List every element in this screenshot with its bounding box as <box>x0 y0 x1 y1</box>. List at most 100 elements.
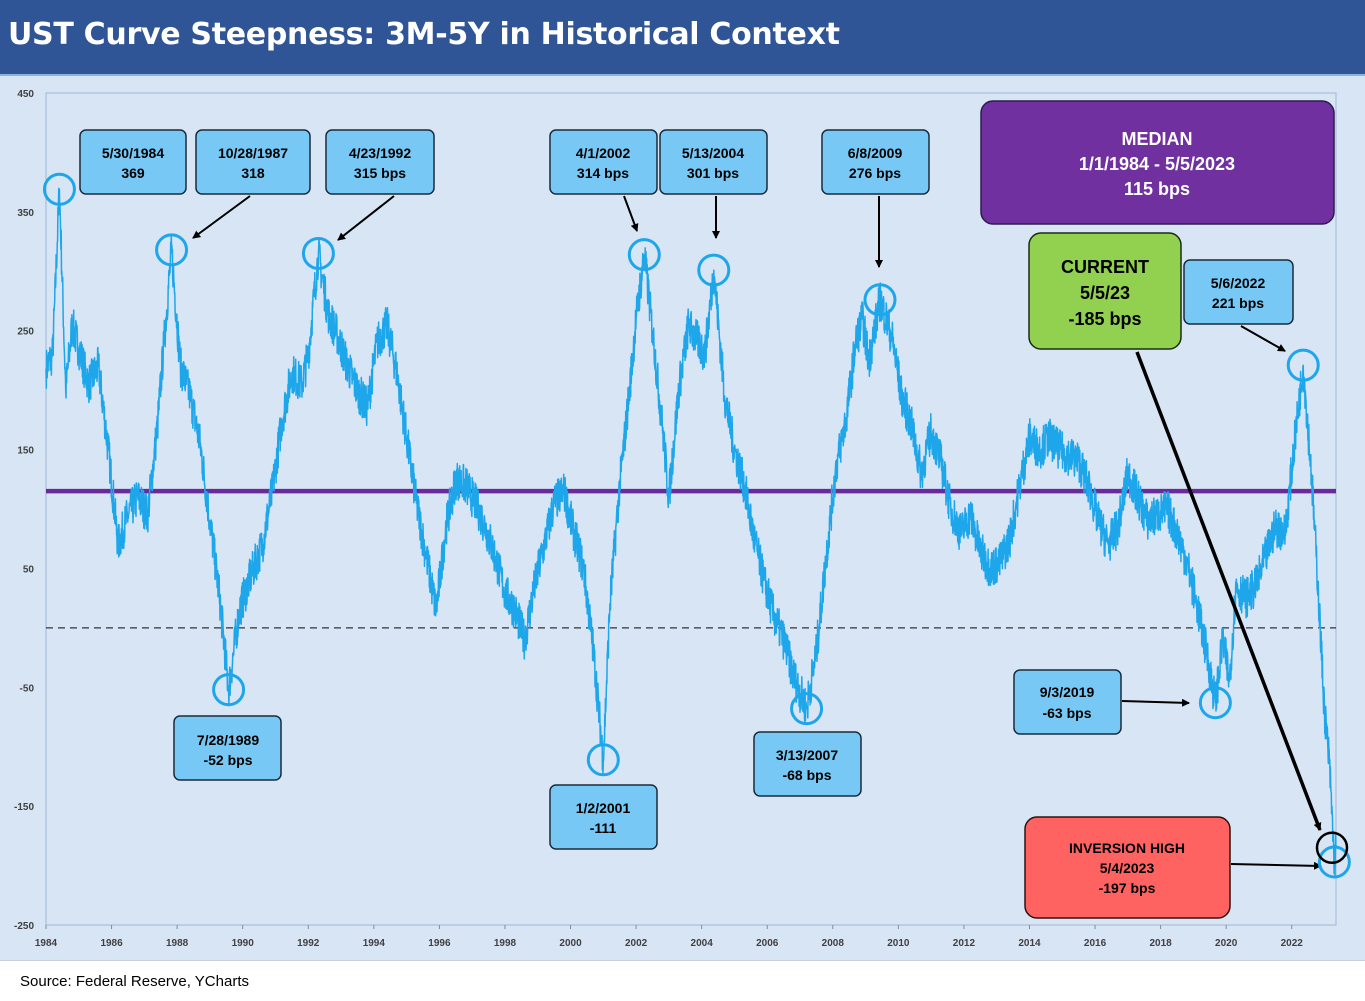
inversion-box-line1: INVERSION HIGH <box>1069 840 1185 856</box>
source-text: Source: Federal Reserve, YCharts <box>20 973 249 990</box>
callout-1987-date: 10/28/1987 <box>218 145 288 161</box>
median-box-line3: 115 bps <box>1124 179 1190 199</box>
callout-2007: 3/13/2007 -68 bps <box>753 731 862 797</box>
callout-2009-value: 276 bps <box>849 165 901 181</box>
y-tick-label: -250 <box>14 921 34 932</box>
chart-title: UST Curve Steepness: 3M-5Y in Historical… <box>8 17 840 52</box>
highlight-marker <box>155 233 189 267</box>
callout-1987: 10/28/1987 318 <box>195 129 311 195</box>
highlight-marker <box>1286 348 1320 382</box>
current-box-line1: CURRENT <box>1061 257 1149 277</box>
highlight-marker <box>42 172 76 206</box>
median-box: MEDIAN 1/1/1984 - 5/5/2023 115 bps <box>980 100 1335 225</box>
current-marker <box>1315 831 1349 864</box>
callout-2007-date: 3/13/2007 <box>776 747 838 763</box>
callout-1989-value: -52 bps <box>203 752 252 768</box>
y-tick-label: 350 <box>17 208 34 219</box>
callout-1992: 4/23/1992 315 bps <box>325 129 435 195</box>
series-line <box>45 187 1337 876</box>
reference-lines <box>46 488 1336 629</box>
callout-1992-date: 4/23/1992 <box>349 145 411 161</box>
source-bar: Source: Federal Reserve, YCharts <box>0 960 1365 1001</box>
callout-2004-date: 5/13/2004 <box>682 145 744 161</box>
highlight-marker <box>1198 686 1232 720</box>
x-tick-label: 2016 <box>1084 938 1107 949</box>
x-tick-label: 2000 <box>559 938 582 949</box>
x-tick-label: 2006 <box>756 938 779 949</box>
y-tick-label: 150 <box>17 446 34 457</box>
callout-2001: 1/2/2001 -111 <box>549 784 658 850</box>
inversion-box-line2: 5/4/2023 <box>1100 860 1155 876</box>
x-tick-label: 2008 <box>822 938 845 949</box>
x-tick-label: 2018 <box>1149 938 1172 949</box>
arrow-inversion <box>1230 861 1322 870</box>
highlight-marker <box>790 692 824 726</box>
x-tick-label: 1998 <box>494 938 517 949</box>
callouts: 5/30/1984 369 10/28/1987 318 4/23/1992 3… <box>79 100 1335 919</box>
y-tick-label: 50 <box>23 564 35 575</box>
y-tick-label: 450 <box>17 89 34 100</box>
arrow-2022 <box>1240 325 1286 352</box>
arrow-current <box>1135 351 1322 831</box>
x-tick-label: 1986 <box>100 938 123 949</box>
arrows <box>192 195 1322 870</box>
callout-2002: 4/1/2002 314 bps <box>549 129 658 195</box>
highlight-marker <box>627 238 661 272</box>
callout-2022-value: 221 bps <box>1212 295 1264 311</box>
y-tick-label: 250 <box>17 327 34 338</box>
x-tick-label: 1996 <box>428 938 451 949</box>
callout-2022-date: 5/6/2022 <box>1211 275 1266 291</box>
x-tick-label: 1992 <box>297 938 320 949</box>
callout-2001-value: -111 <box>590 820 617 836</box>
arrow-1987 <box>192 195 251 239</box>
callout-2009-date: 6/8/2009 <box>848 145 903 161</box>
y-tick-label: -150 <box>14 802 34 813</box>
callout-2002-date: 4/1/2002 <box>576 145 631 161</box>
arrow-2019 <box>1121 698 1190 707</box>
current-box-line3: -185 bps <box>1068 309 1141 329</box>
arrow-2002 <box>623 195 639 232</box>
highlight-marker <box>586 743 620 777</box>
x-tick-label: 1994 <box>363 938 386 949</box>
markers <box>42 172 1351 879</box>
callout-1984-value: 369 <box>121 165 145 181</box>
callout-1984: 5/30/1984 369 <box>79 129 187 195</box>
callout-1984-date: 5/30/1984 <box>102 145 164 161</box>
current-box: CURRENT 5/5/23 -185 bps <box>1028 232 1182 350</box>
x-tick-label: 2020 <box>1215 938 1238 949</box>
callout-2019: 9/3/2019 -63 bps <box>1013 669 1122 735</box>
title-bar: UST Curve Steepness: 3M-5Y in Historical… <box>0 0 1365 76</box>
x-tick-label: 2012 <box>953 938 976 949</box>
callout-1989: 7/28/1989 -52 bps <box>173 715 282 781</box>
highlight-marker <box>212 673 246 707</box>
x-tick-label: 2002 <box>625 938 648 949</box>
arrow-1992 <box>337 195 395 241</box>
median-box-line1: MEDIAN <box>1122 129 1193 149</box>
chart-frame: 450 350 250 150 50 -50 -150 -250 1984 1986 1988 199… <box>0 76 1365 960</box>
callout-2019-date: 9/3/2019 <box>1040 684 1095 700</box>
x-tick-label: 2004 <box>691 938 714 949</box>
callout-2022: 5/6/2022 221 bps <box>1183 259 1294 325</box>
x-tick-label: 2010 <box>887 938 910 949</box>
median-box-line2: 1/1/1984 - 5/5/2023 <box>1079 154 1235 174</box>
x-tick-label: 1990 <box>232 938 255 949</box>
x-tick-label: 1988 <box>166 938 189 949</box>
inversion-box-line3: -197 bps <box>1099 880 1156 896</box>
highlight-marker <box>301 236 335 270</box>
y-tick-label: -50 <box>20 683 35 694</box>
callout-2001-date: 1/2/2001 <box>576 800 631 816</box>
x-tick-label: 2014 <box>1018 938 1041 949</box>
current-box-line2: 5/5/23 <box>1080 283 1130 303</box>
x-tick-label: 2022 <box>1281 938 1304 949</box>
callout-2004: 5/13/2004 301 bps <box>659 129 768 195</box>
x-tick-label: 1984 <box>35 938 58 949</box>
callout-2004-value: 301 bps <box>687 165 739 181</box>
inversion-box: INVERSION HIGH 5/4/2023 -197 bps <box>1024 816 1231 919</box>
callout-2019-value: -63 bps <box>1042 705 1091 721</box>
callout-2007-value: -68 bps <box>782 767 831 783</box>
callout-1989-date: 7/28/1989 <box>197 732 259 748</box>
series-layer <box>45 187 1337 876</box>
highlight-marker <box>697 253 731 287</box>
